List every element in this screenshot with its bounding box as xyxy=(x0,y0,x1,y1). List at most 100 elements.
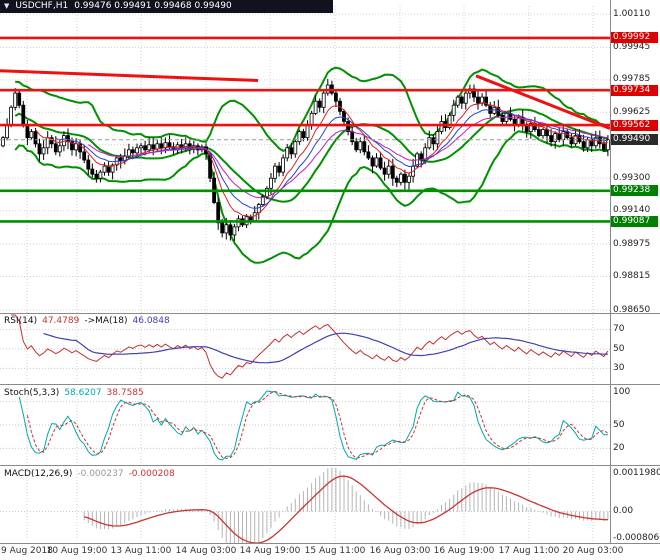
candle-body xyxy=(427,137,432,149)
time-axis-label: 15 Aug 11:00 xyxy=(304,546,366,556)
rsi-line xyxy=(11,314,609,379)
price-tick-label: 0.98650 xyxy=(613,304,651,315)
candle-body xyxy=(317,100,322,108)
candle-body xyxy=(439,121,444,133)
macd-signal-value: -0.000208 xyxy=(128,469,175,479)
candle-body xyxy=(49,137,54,145)
candle-body xyxy=(25,125,30,139)
candle-body xyxy=(537,129,541,137)
candle-body xyxy=(362,141,367,153)
candle-body xyxy=(321,92,326,108)
price-tick-label: 0.99625 xyxy=(613,106,651,117)
candle-body xyxy=(260,196,265,206)
candle-body xyxy=(557,133,562,141)
candle-body xyxy=(541,129,545,137)
stoch-d-value: 38.7585 xyxy=(106,388,144,398)
macd-axis-label: 0.00 xyxy=(613,506,634,516)
candle-body xyxy=(569,137,574,145)
rsi-axis-label: 30 xyxy=(613,362,625,373)
candle-body xyxy=(252,212,257,222)
bollinger-middle-band xyxy=(14,108,608,203)
candle-body xyxy=(378,157,383,169)
candle-body xyxy=(216,202,221,224)
candle-body xyxy=(86,159,91,170)
candle-body xyxy=(269,177,273,189)
chart-shift-icon: ▼ xyxy=(4,2,10,10)
candle-body xyxy=(17,92,22,106)
macd-axis-label: -0.0008060 xyxy=(613,533,660,543)
candle-body xyxy=(41,147,46,155)
candle-body xyxy=(130,149,135,154)
symbol-timeframe-label: USDCHF,H1 xyxy=(15,1,69,11)
candle-body xyxy=(309,112,314,126)
time-axis-label: 10 Aug 19:00 xyxy=(46,546,108,556)
candle-body xyxy=(606,139,610,151)
candle-body xyxy=(1,137,5,147)
support-resistance-layer[interactable] xyxy=(0,36,611,223)
rsi-value: 47.4789 xyxy=(42,316,80,326)
candle-body xyxy=(455,96,460,106)
candle-body xyxy=(480,96,485,104)
candle-body xyxy=(33,131,38,145)
candle-body xyxy=(488,104,493,114)
rsi-axis-label: 50 xyxy=(613,343,625,354)
time-axis-label: 9 Aug 2018 xyxy=(1,546,53,556)
candle-body xyxy=(459,96,464,104)
chart-header: ▼ USDCHF,H1 0.99476 0.99491 0.99468 0.99… xyxy=(0,0,333,13)
price-tick-label: 1.00110 xyxy=(613,8,651,19)
candle-body xyxy=(305,125,310,139)
candle-body xyxy=(602,143,606,151)
candle-body xyxy=(9,106,14,126)
candle-body xyxy=(74,143,78,151)
candle-body xyxy=(110,164,115,173)
candle-body xyxy=(301,131,306,139)
stoch-indicator-title: Stoch(5,3,3) 58.6207 38.7585 xyxy=(4,388,144,398)
candle-body xyxy=(374,157,379,167)
candle-body xyxy=(228,224,233,236)
panel-frame-layer xyxy=(0,0,660,544)
candle-body xyxy=(277,165,282,173)
macd-indicator-title: MACD(12,26,9) -0.000237 -0.000208 xyxy=(4,469,175,479)
candle-body xyxy=(407,175,411,183)
candle-body xyxy=(143,145,148,151)
macd-name: MACD(12,26,9) xyxy=(4,469,73,479)
moving-averages-layer xyxy=(35,102,608,218)
candle-body xyxy=(346,121,351,133)
candle-body xyxy=(370,157,375,167)
candle-body xyxy=(528,123,533,133)
candle-body xyxy=(358,141,363,151)
bollinger-lower-band xyxy=(14,130,608,264)
candle-body xyxy=(21,104,26,126)
macd-signal-line xyxy=(84,475,608,544)
candle-body xyxy=(394,177,399,183)
candle-body xyxy=(220,222,225,234)
candle-body xyxy=(62,135,66,147)
candle-body xyxy=(398,173,403,183)
rsi-indicator-title: RSI(14) 47.4789 ->MA(18) 46.0848 xyxy=(4,316,170,326)
candle-body xyxy=(451,104,456,116)
candle-body xyxy=(524,125,529,132)
candle-body xyxy=(500,115,505,122)
candle-body xyxy=(82,151,87,161)
rsi-ma-line xyxy=(43,332,608,364)
candle-body xyxy=(118,157,123,162)
candle-body xyxy=(256,204,261,214)
candle-body xyxy=(167,142,172,148)
ma-line xyxy=(88,116,608,199)
candle-body xyxy=(423,147,428,161)
time-axis-label: 17 Aug 11:00 xyxy=(498,546,560,556)
bollinger-bands-layer xyxy=(14,66,609,264)
grid-layer xyxy=(0,6,610,543)
price-level-badge: 0.99992 xyxy=(611,32,658,44)
candle-body xyxy=(382,167,387,175)
candle-body xyxy=(94,173,99,179)
price-axis[interactable]: 1.00110 0.99945 0.99785 0.99625 0.99300 0.991… xyxy=(611,0,660,544)
candle-body xyxy=(585,139,590,149)
candle-body xyxy=(53,143,58,153)
candle-body xyxy=(78,143,82,153)
price-level-badge: 0.99238 xyxy=(611,185,658,197)
time-axis[interactable]: 9 Aug 2018 10 Aug 19:00 13 Aug 11:00 14 Aug… xyxy=(0,545,660,560)
candle-body xyxy=(98,171,103,179)
